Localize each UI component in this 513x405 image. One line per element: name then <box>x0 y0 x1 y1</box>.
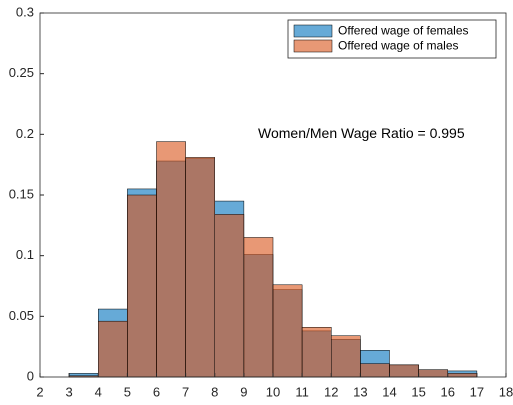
x-tick-label: 17 <box>470 384 484 399</box>
bar <box>301 327 332 378</box>
x-tick-label: 10 <box>266 384 280 399</box>
y-tick-label: 0.05 <box>9 308 34 323</box>
x-tick-label: 2 <box>36 384 43 399</box>
x-tick-label: 11 <box>295 384 309 399</box>
x-tick-label: 13 <box>353 384 367 399</box>
y-tick-label: 0.15 <box>9 186 34 201</box>
legend-swatch <box>293 24 333 38</box>
legend-label: Offered wage of females <box>338 24 469 38</box>
x-tick-label: 3 <box>66 384 73 399</box>
x-tick-label: 5 <box>124 384 131 399</box>
y-tick-label: 0.2 <box>16 126 34 141</box>
bar <box>389 364 419 378</box>
bar <box>127 194 157 378</box>
bar <box>156 141 186 378</box>
bar <box>418 369 448 378</box>
legend-swatch <box>293 39 333 53</box>
x-tick-label: 8 <box>211 384 218 399</box>
x-tick-label: 16 <box>441 384 455 399</box>
x-tick-label: 4 <box>95 384 102 399</box>
y-tick-label: 0.1 <box>16 247 34 262</box>
x-tick-label: 18 <box>499 384 513 399</box>
bar <box>360 363 390 378</box>
legend-label: Offered wage of males <box>338 39 459 53</box>
y-tick-label: 0 <box>27 368 34 383</box>
bar <box>243 237 274 378</box>
x-tick-label: 7 <box>182 384 189 399</box>
bar <box>214 214 245 378</box>
x-tick-label: 6 <box>153 384 160 399</box>
x-tick-label: 14 <box>382 384 396 399</box>
x-tick-label: 12 <box>324 384 338 399</box>
x-tick-label: 15 <box>411 384 425 399</box>
bar <box>185 157 215 378</box>
y-tick-label: 0.3 <box>16 4 34 19</box>
annotation: Women/Men Wage Ratio = 0.995 <box>258 125 465 141</box>
bar <box>331 335 361 378</box>
y-tick-label: 0.25 <box>9 65 34 80</box>
x-tick-label: 9 <box>240 384 247 399</box>
bar <box>98 320 128 378</box>
bar <box>272 284 303 378</box>
bar <box>447 373 478 378</box>
